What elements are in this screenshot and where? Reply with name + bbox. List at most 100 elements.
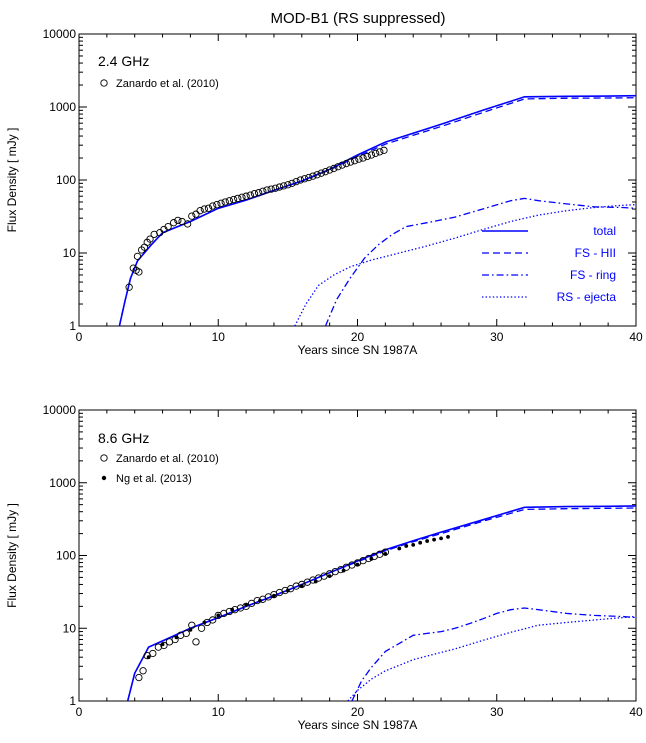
- data-point-zanardo-et-al-2010: [355, 155, 363, 163]
- series-line-rs-ejecta: [347, 615, 636, 701]
- data-point-zanardo-et-al-2010: [259, 187, 267, 195]
- y-tick-label: 100: [56, 549, 76, 563]
- data-point-zanardo-et-al-2010: [135, 268, 143, 276]
- data-point-zanardo-et-al-2010: [139, 667, 147, 675]
- data-point-zanardo-et-al-2010: [188, 621, 196, 629]
- data-point-zanardo-et-al-2010: [288, 179, 296, 187]
- data-point-zanardo-et-al-2010: [321, 168, 330, 176]
- data-point-zanardo-et-al-2010: [234, 194, 242, 203]
- data-point-zanardo-et-al-2010: [170, 219, 178, 227]
- x-tick-label: 10: [212, 330, 226, 344]
- legend-marker-filled-dot: [101, 475, 107, 481]
- data-point-zanardo-et-al-2010: [182, 629, 190, 638]
- data-point-zanardo-et-al-2010: [209, 202, 217, 210]
- y-tick-label: 10000: [43, 27, 77, 41]
- data-point-zanardo-et-al-2010: [367, 151, 376, 159]
- figure-title: MOD-B1 (RS suppressed): [270, 10, 445, 27]
- data-point-zanardo-et-al-2010: [204, 204, 213, 212]
- data-point-zanardo-et-al-2010: [338, 161, 346, 169]
- data-point-zanardo-et-al-2010: [346, 158, 355, 166]
- data-area: [118, 94, 636, 326]
- x-tick-label: 20: [351, 330, 365, 344]
- data-point-zanardo-et-al-2010: [160, 641, 168, 650]
- data-point-ng-et-al-2013: [160, 642, 165, 647]
- data-point-ng-et-al-2013: [244, 602, 249, 607]
- data-point-zanardo-et-al-2010: [325, 166, 334, 174]
- data-point-zanardo-et-al-2010: [275, 183, 284, 191]
- data-point-zanardo-et-al-2010: [296, 176, 305, 184]
- data-point-ng-et-al-2013: [446, 535, 450, 539]
- x-tick-label: 10: [212, 705, 226, 719]
- data-point-zanardo-et-al-2010: [300, 175, 309, 183]
- data-point-zanardo-et-al-2010: [292, 177, 300, 186]
- data-point-zanardo-et-al-2010: [380, 146, 388, 154]
- data-point-ng-et-al-2013: [411, 542, 416, 547]
- x-tick-label: 40: [629, 705, 643, 719]
- legend-data-label: Zanardo et al. (2010): [116, 453, 219, 465]
- data-point-zanardo-et-al-2010: [209, 616, 217, 624]
- x-tick-label: 0: [76, 330, 83, 344]
- data-point-ng-et-al-2013: [285, 588, 290, 593]
- data-point-zanardo-et-al-2010: [217, 199, 225, 207]
- x-axis-label: Years since SN 1987A: [298, 718, 418, 732]
- data-point-zanardo-et-al-2010: [250, 190, 259, 198]
- data-point-zanardo-et-al-2010: [146, 235, 154, 243]
- legend-data-label: Ng et al. (2013): [116, 473, 192, 485]
- data-point-zanardo-et-al-2010: [309, 172, 317, 180]
- model-legend: total FS - HII FS - ring RS - ejecta: [482, 224, 616, 304]
- data-point-zanardo-et-al-2010: [280, 182, 288, 190]
- y-tick-label: 1: [69, 319, 76, 333]
- legend-marker-open-circle: [100, 79, 108, 87]
- data-point-ng-et-al-2013: [146, 655, 151, 660]
- data-point-ng-et-al-2013: [230, 607, 235, 612]
- data-point-ng-et-al-2013: [202, 620, 207, 625]
- data-point-zanardo-et-al-2010: [371, 149, 380, 157]
- data-point-zanardo-et-al-2010: [213, 200, 221, 209]
- panel-2.4ghz: 0 10 20 30 40 1 10 100 1000 10000 Years since SN 1…: [5, 27, 643, 357]
- data-point-ng-et-al-2013: [439, 536, 443, 541]
- data-point-zanardo-et-al-2010: [305, 173, 313, 182]
- data-point-zanardo-et-al-2010: [192, 210, 200, 218]
- data-point-ng-et-al-2013: [188, 627, 193, 632]
- x-axis-label: Years since SN 1987A: [298, 343, 418, 357]
- data-point-zanardo-et-al-2010: [188, 212, 196, 220]
- y-tick-label: 1000: [49, 100, 76, 114]
- y-axis-label: Flux Density [ mJy ]: [5, 128, 19, 233]
- data-point-zanardo-et-al-2010: [183, 220, 192, 228]
- data-point-zanardo-et-al-2010: [164, 222, 172, 231]
- series-line-total: [126, 505, 636, 701]
- data-point-ng-et-al-2013: [425, 539, 430, 543]
- x-tick-label: 0: [76, 705, 83, 719]
- x-tick-label: 20: [351, 705, 365, 719]
- data-point-ng-et-al-2013: [383, 552, 388, 556]
- data-point-zanardo-et-al-2010: [197, 624, 206, 632]
- data-point-zanardo-et-al-2010: [351, 157, 359, 165]
- legend-label: RS - ejecta: [557, 290, 617, 304]
- data-point-zanardo-et-al-2010: [376, 148, 384, 156]
- data-point-ng-et-al-2013: [404, 544, 409, 548]
- data-point-zanardo-et-al-2010: [229, 195, 238, 204]
- data-point-zanardo-et-al-2010: [284, 181, 292, 189]
- data-point-ng-et-al-2013: [313, 579, 318, 584]
- data-point-ng-et-al-2013: [272, 593, 276, 598]
- x-tick-label: 40: [629, 330, 643, 344]
- data-point-zanardo-et-al-2010: [174, 216, 182, 225]
- y-tick-label: 1000: [49, 476, 76, 490]
- data-point-zanardo-et-al-2010: [192, 638, 200, 646]
- data-point-ng-et-al-2013: [299, 584, 304, 588]
- legend-label: FS - ring: [570, 268, 616, 282]
- panel-frequency-label: 8.6 GHz: [98, 430, 149, 446]
- data-point-ng-et-al-2013: [174, 635, 179, 640]
- panel-8.6ghz: 0 10 20 30 40 1 10 100 1000 10000 Years since SN 1…: [5, 403, 643, 732]
- data-point-zanardo-et-al-2010: [342, 159, 351, 168]
- y-axis-label: Flux Density [ mJy ]: [5, 503, 19, 608]
- data-point-zanardo-et-al-2010: [242, 192, 250, 200]
- series-line-fs-ring: [324, 197, 636, 326]
- series-line-fs-ring: [351, 607, 636, 701]
- legend-label: FS - HII: [575, 246, 616, 260]
- data-point-zanardo-et-al-2010: [125, 283, 133, 291]
- data-point-zanardo-et-al-2010: [334, 163, 342, 171]
- legend-label: total: [593, 224, 616, 238]
- data-point-ng-et-al-2013: [327, 574, 332, 579]
- y-tick-label: 1: [69, 694, 76, 708]
